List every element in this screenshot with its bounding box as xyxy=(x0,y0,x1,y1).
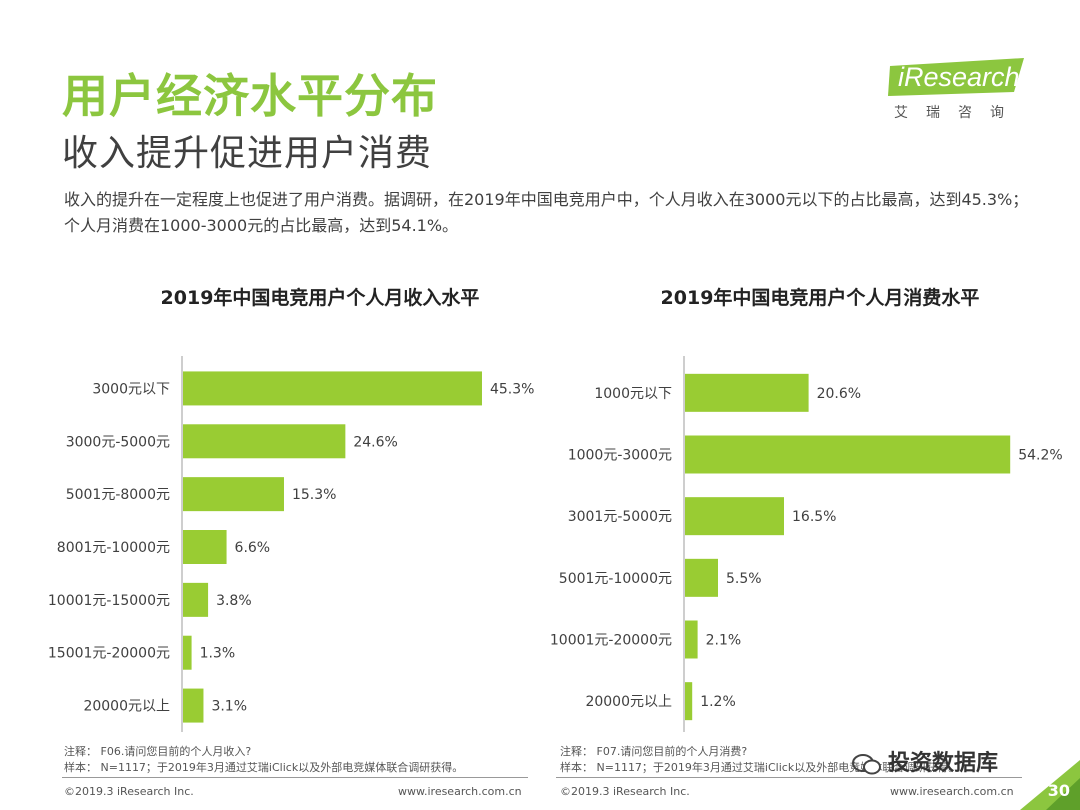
value-label: 6.6% xyxy=(235,540,271,556)
page-title: 用户经济水平分布 xyxy=(62,69,438,123)
footer-url-right: www.iresearch.com.cn xyxy=(890,785,1014,798)
footer-copyright-right: ©2019.3 iResearch Inc. xyxy=(560,785,690,798)
category-label: 20000元以上 xyxy=(585,694,672,710)
chart-title-income: 2019年中国电竞用户个人月收入水平 xyxy=(160,287,480,309)
value-label: 5.5% xyxy=(726,571,762,587)
bar xyxy=(183,582,209,617)
intro-paragraph: 收入的提升在一定程度上也促进了用户消费。据调研，在2019年中国电竞用户中，个人… xyxy=(64,190,1029,235)
footer-copyright-left: ©2019.3 iResearch Inc. xyxy=(64,785,194,798)
iresearch-logo: iResearch 艾瑞咨询 xyxy=(888,58,1030,126)
value-label: 1.3% xyxy=(200,646,236,662)
value-label: 15.3% xyxy=(292,487,336,503)
value-label: 54.2% xyxy=(1018,448,1062,464)
category-label: 10001元-20000元 xyxy=(550,633,672,649)
category-label: 3001元-5000元 xyxy=(568,509,672,525)
bar xyxy=(685,373,809,412)
category-label: 15001元-20000元 xyxy=(48,646,170,662)
bar xyxy=(685,682,693,721)
category-label: 3000元以下 xyxy=(92,381,170,397)
note-income: 注释： F06.请问您目前的个人月收入? 样本： N=1117；于2019年3月… xyxy=(64,744,463,776)
note-income-sample: 样本： N=1117；于2019年3月通过艾瑞iClick以及外部电竞媒体联合调… xyxy=(64,761,464,774)
logo-wordmark: iResearch xyxy=(898,62,1020,92)
page-corner-decoration xyxy=(1020,760,1080,810)
bar xyxy=(183,477,284,512)
footer-url-left: www.iresearch.com.cn xyxy=(398,785,522,798)
category-label: 8001元-10000元 xyxy=(57,540,170,556)
page-number: 30 xyxy=(1047,781,1070,800)
bar xyxy=(183,688,204,723)
bar xyxy=(685,435,1011,474)
value-label: 20.6% xyxy=(817,386,861,402)
chart-title-spending: 2019年中国电竞用户个人月消费水平 xyxy=(660,287,980,309)
value-label: 16.5% xyxy=(792,509,836,525)
note-income-question: 注释： F06.请问您目前的个人月收入? xyxy=(64,745,252,758)
bar xyxy=(685,620,698,659)
footer-divider-left xyxy=(62,777,528,778)
category-label: 10001元-15000元 xyxy=(48,593,170,609)
income-bar-chart: 3000元以下 45.3% 3000元-5000元 24.6% 5001元-8000元 1… xyxy=(48,356,534,732)
value-label: 3.1% xyxy=(211,699,247,715)
bar xyxy=(183,424,346,459)
category-label: 3000元-5000元 xyxy=(66,434,170,450)
bar xyxy=(183,530,227,564)
footer-divider-right xyxy=(556,777,1022,778)
bar xyxy=(685,558,718,597)
spending-bar-chart: 1000元以下 20.6% 1000元-3000元 54.2% 3001元-5000元 1… xyxy=(550,356,1063,732)
watermark: 投资数据库 xyxy=(852,745,998,777)
wechat-icon xyxy=(852,754,881,775)
page-subtitle: 收入提升促进用户消费 xyxy=(62,133,433,174)
bar xyxy=(183,371,482,406)
iresearch-logo-icon xyxy=(888,58,1024,96)
value-label: 2.1% xyxy=(706,633,742,649)
value-label: 24.6% xyxy=(353,434,397,450)
category-label: 1000元以下 xyxy=(594,386,672,402)
category-label: 20000元以上 xyxy=(83,699,170,715)
bar xyxy=(183,635,192,670)
watermark-text: 投资数据库 xyxy=(888,751,999,776)
category-label: 1000元-3000元 xyxy=(568,448,672,464)
note-spending-question: 注释： F07.请问您目前的个人月消费? xyxy=(560,745,748,758)
value-label: 45.3% xyxy=(490,381,534,397)
value-label: 3.8% xyxy=(216,593,252,609)
logo-chinese: 艾瑞咨询 xyxy=(894,105,1022,121)
category-label: 5001元-10000元 xyxy=(559,571,672,587)
value-label: 1.2% xyxy=(700,694,736,710)
category-label: 5001元-8000元 xyxy=(66,487,170,503)
bar xyxy=(685,497,784,536)
